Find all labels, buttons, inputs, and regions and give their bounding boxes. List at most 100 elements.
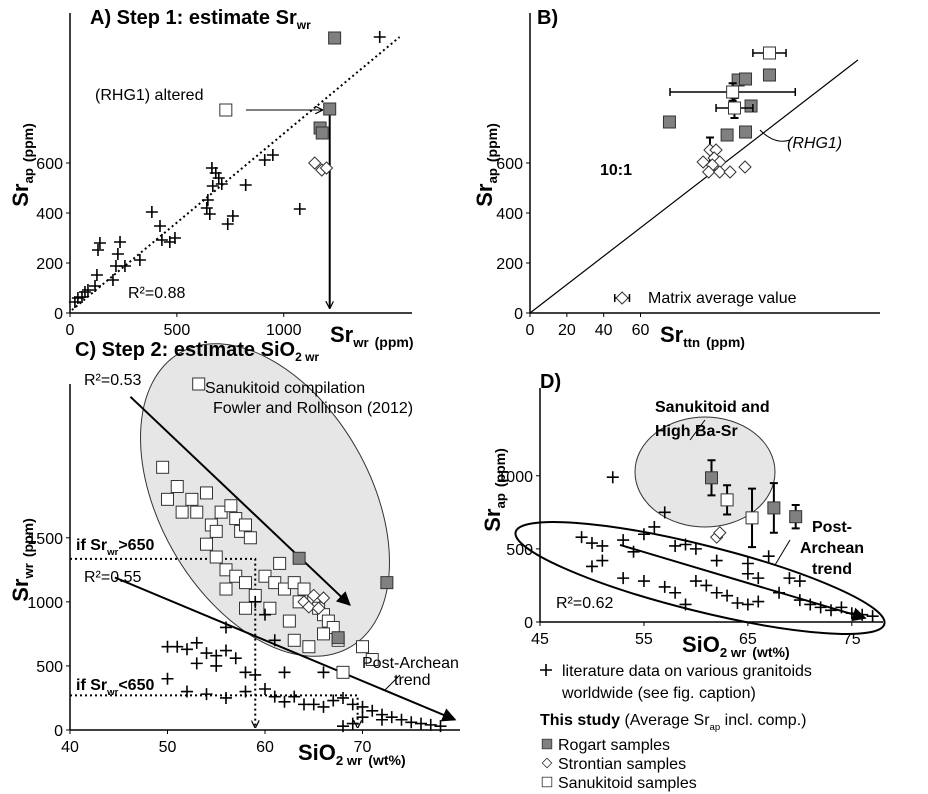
text-part: >650 bbox=[118, 537, 154, 554]
cross-point bbox=[710, 586, 723, 599]
text-part: 2 wr bbox=[720, 645, 746, 660]
annotation: Matrix average value bbox=[648, 290, 797, 307]
text-part: SiO bbox=[682, 632, 720, 657]
diamond-point bbox=[723, 165, 737, 179]
cross-point bbox=[373, 31, 386, 43]
text-part: ttn bbox=[683, 335, 700, 350]
legend-text: Rogart samples bbox=[558, 737, 670, 754]
cross-point bbox=[679, 598, 692, 611]
text-part: High Ba-Sr bbox=[655, 423, 738, 440]
square-point bbox=[762, 68, 776, 82]
cross-point bbox=[366, 704, 379, 717]
text-part: if Sr bbox=[76, 537, 107, 554]
y-axis-label: Srwr (ppm) bbox=[8, 518, 36, 602]
guide-line bbox=[70, 694, 358, 727]
cross-point bbox=[168, 232, 181, 244]
axis-unit: (ppm) bbox=[375, 334, 414, 350]
y-axis-label: Srap (ppm) bbox=[480, 448, 508, 532]
y-tick-label: 0 bbox=[514, 306, 523, 323]
square-point bbox=[273, 556, 287, 570]
square-point bbox=[705, 471, 718, 485]
legend-text: worldwide (see fig. caption) bbox=[561, 685, 756, 702]
square-point bbox=[365, 653, 379, 667]
square-point bbox=[745, 511, 759, 525]
square-point bbox=[331, 631, 345, 645]
cross-point bbox=[356, 711, 369, 724]
cross-point bbox=[118, 260, 131, 272]
y-tick-label: 200 bbox=[36, 256, 63, 273]
diamond-point bbox=[308, 156, 322, 170]
x-tick-label: 1000 bbox=[266, 322, 302, 339]
text-part: Post- bbox=[812, 519, 852, 536]
cross-point bbox=[145, 206, 158, 218]
square-point bbox=[209, 550, 223, 564]
y-tick-label: 1500 bbox=[27, 531, 63, 548]
x-tick-label: 20 bbox=[558, 322, 576, 339]
cross-point bbox=[288, 690, 301, 703]
cross-point bbox=[856, 608, 869, 621]
x-tick-label: 65 bbox=[739, 631, 757, 648]
cross-point bbox=[89, 280, 102, 292]
text-part: Sr bbox=[660, 322, 684, 347]
square-point bbox=[175, 505, 189, 519]
cross-point bbox=[239, 179, 252, 191]
cross-point bbox=[278, 666, 291, 679]
diamond-point bbox=[696, 155, 710, 169]
cross-point bbox=[405, 716, 418, 729]
compilation-ellipse bbox=[140, 343, 390, 657]
text-part: Sr bbox=[8, 183, 33, 207]
y-tick-label: 600 bbox=[36, 156, 63, 173]
legend-text: Sanukitoid samples bbox=[558, 775, 697, 792]
square-point bbox=[720, 128, 734, 142]
annotation: Post-Archean bbox=[362, 655, 459, 672]
square-point bbox=[662, 115, 676, 129]
x-axis-label: SiO2 wr (wt%) bbox=[682, 632, 790, 660]
legend-text: Strontian samples bbox=[558, 756, 686, 773]
square-point bbox=[767, 501, 781, 515]
y-tick-label: 400 bbox=[496, 206, 523, 223]
cross-point bbox=[259, 608, 271, 621]
cross-point bbox=[111, 248, 124, 260]
chart-title: A) Step 1: estimate Srwr bbox=[90, 7, 311, 32]
cross-point bbox=[845, 607, 858, 620]
text-part: wr bbox=[21, 563, 36, 579]
diamond-point bbox=[615, 291, 629, 305]
cross-point bbox=[258, 154, 271, 166]
cross-point bbox=[741, 598, 754, 611]
y-axis-label: Srap (ppm) bbox=[472, 123, 500, 207]
cross-point bbox=[346, 717, 359, 730]
annotation: Fowler and Rollinson (2012) bbox=[213, 400, 413, 417]
text-part: Sanukitoid and bbox=[655, 399, 770, 416]
cross-point bbox=[596, 554, 609, 567]
cross-point bbox=[689, 575, 702, 588]
text-part: D) bbox=[540, 371, 561, 393]
square-point bbox=[356, 640, 369, 654]
cross-point bbox=[161, 672, 174, 685]
y-tick-label: 400 bbox=[36, 206, 63, 223]
cross-point bbox=[741, 567, 754, 580]
cross-point bbox=[153, 220, 166, 232]
cross-point bbox=[114, 236, 127, 248]
annotation: High Ba-Sr bbox=[655, 423, 738, 440]
axis-unit: (ppm) bbox=[20, 123, 36, 162]
cross-point bbox=[395, 713, 408, 726]
cross-point bbox=[866, 610, 879, 623]
y-tick-label: 0 bbox=[54, 723, 63, 740]
square-point bbox=[219, 582, 233, 596]
text-part: trend bbox=[812, 561, 852, 578]
annotation: Archean bbox=[800, 540, 864, 557]
diamond-point bbox=[302, 600, 316, 614]
cross-point bbox=[239, 685, 252, 698]
trend-line bbox=[114, 576, 457, 722]
diamond-point bbox=[316, 591, 331, 605]
cross-point bbox=[617, 572, 630, 585]
annotation: trend bbox=[812, 561, 852, 578]
chart-title: C) Step 2: estimate SiO2 wr bbox=[75, 339, 319, 364]
square-point bbox=[219, 103, 233, 117]
text-part: Post-Archean bbox=[362, 655, 459, 672]
cross-point bbox=[814, 601, 827, 614]
axis-unit: (ppm) bbox=[484, 123, 500, 162]
x-tick-label: 50 bbox=[159, 739, 177, 756]
pointer bbox=[689, 419, 706, 441]
square-point bbox=[541, 738, 553, 750]
